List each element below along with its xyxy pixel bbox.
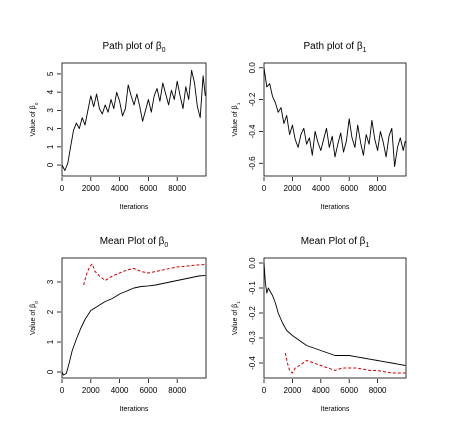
y-axis-label: Value of β1 [232, 301, 242, 335]
plot-frame [263, 257, 407, 379]
x-axis-label: Iterations [120, 204, 149, 211]
x-axis-label: Iterations [120, 406, 149, 413]
y-tick-label: 0 [46, 369, 55, 374]
y-tick-label: 3 [46, 279, 55, 284]
y-axis-label-sub: 1 [236, 301, 242, 304]
x-tick-label: 6000 [140, 386, 158, 395]
x-tick-label: 6000 [340, 184, 358, 193]
plot-title-main: Path plot of β [102, 41, 161, 52]
series-line [61, 69, 206, 171]
panel-4: Mean Plot of β10 2000 4000 6000 8000Iteratio… [232, 236, 407, 413]
plot-title: Path plot of β0 [102, 41, 165, 54]
x-tick-label: 0 [60, 386, 65, 395]
plot-title-sub: 1 [363, 47, 367, 54]
y-axis-label: Value of β0 [30, 301, 40, 335]
x-tick-label: 6000 [140, 184, 158, 193]
y-tick-label: 0 [46, 162, 55, 167]
x-tick-label: 8000 [168, 386, 186, 395]
x-tick-label: 4000 [111, 386, 129, 395]
panel-1: Path plot of β00 2000 4000 6000 8000Iteratio… [30, 41, 207, 211]
plot-frame [61, 257, 207, 379]
x-tick-label: 4000 [111, 184, 129, 193]
plot-frame [263, 62, 407, 177]
x-tick-label: 2000 [82, 184, 100, 193]
series-line [263, 262, 406, 366]
plot-title: Path plot of β1 [303, 41, 366, 54]
x-axis-label: Iterations [321, 204, 350, 211]
y-tick-label: 0.0 [248, 62, 257, 74]
plot-title-main: Mean Plot of β [301, 236, 366, 247]
x-tick-label: 2000 [284, 386, 302, 395]
series-line [263, 67, 406, 167]
x-tick-label: 0 [262, 386, 267, 395]
y-axis-label-main: Value of β [232, 105, 239, 136]
y-tick-label: 2 [46, 309, 55, 314]
y-tick-label: -0.4 [248, 356, 257, 370]
y-tick-label: -0.4 [248, 124, 257, 138]
plot-title-main: Mean Plot of β [100, 236, 165, 247]
y-axis-label-sub: 0 [34, 102, 40, 105]
series-line [61, 274, 206, 376]
y-tick-label: -0.2 [248, 92, 257, 106]
panel-3: Mean Plot of β00 2000 4000 6000 8000Iteratio… [30, 236, 207, 413]
y-axis-label-main: Value of β [30, 304, 37, 335]
plot-title-sub: 1 [365, 242, 369, 249]
y-tick-label: 5 [46, 71, 55, 76]
plot-frame [61, 62, 207, 177]
panel-2: Path plot of β10 2000 4000 6000 8000Iteratio… [232, 41, 407, 211]
x-tick-label: 8000 [168, 184, 186, 193]
y-tick-label: -0.1 [248, 281, 257, 295]
plot-title-sub: 0 [164, 242, 168, 249]
x-tick-label: 0 [262, 184, 267, 193]
y-axis-label: Value of β0 [30, 102, 40, 136]
y-axis-label-sub: 1 [236, 102, 242, 105]
plot-title: Mean Plot of β0 [100, 236, 169, 249]
x-tick-label: 6000 [340, 386, 358, 395]
x-tick-label: 2000 [284, 184, 302, 193]
y-tick-label: -0.3 [248, 331, 257, 345]
x-tick-label: 4000 [312, 386, 330, 395]
y-axis-label: Value of β1 [232, 102, 242, 136]
y-tick-label: 2 [46, 126, 55, 131]
series-line-dashed [284, 352, 406, 374]
y-tick-label: 1 [46, 339, 55, 344]
x-tick-label: 0 [60, 184, 65, 193]
y-tick-label: 3 [46, 108, 55, 113]
x-tick-label: 2000 [82, 386, 100, 395]
x-tick-label: 8000 [369, 386, 387, 395]
x-tick-label: 8000 [369, 184, 387, 193]
y-axis-label-main: Value of β [232, 304, 239, 335]
y-tick-label: -0.2 [248, 306, 257, 320]
y-tick-label: 0.0 [248, 257, 257, 269]
x-tick-label: 4000 [312, 184, 330, 193]
y-tick-label: 1 [46, 144, 55, 149]
series-line-dashed [83, 263, 206, 286]
x-axis-label: Iterations [321, 406, 350, 413]
y-tick-label: 4 [46, 89, 55, 94]
plot-title: Mean Plot of β1 [301, 236, 370, 249]
y-axis-label-main: Value of β [30, 105, 37, 136]
plot-title-sub: 0 [162, 47, 166, 54]
y-tick-label: -0.6 [248, 156, 257, 170]
y-axis-label-sub: 0 [34, 301, 40, 304]
plot-title-main: Path plot of β [303, 41, 362, 52]
